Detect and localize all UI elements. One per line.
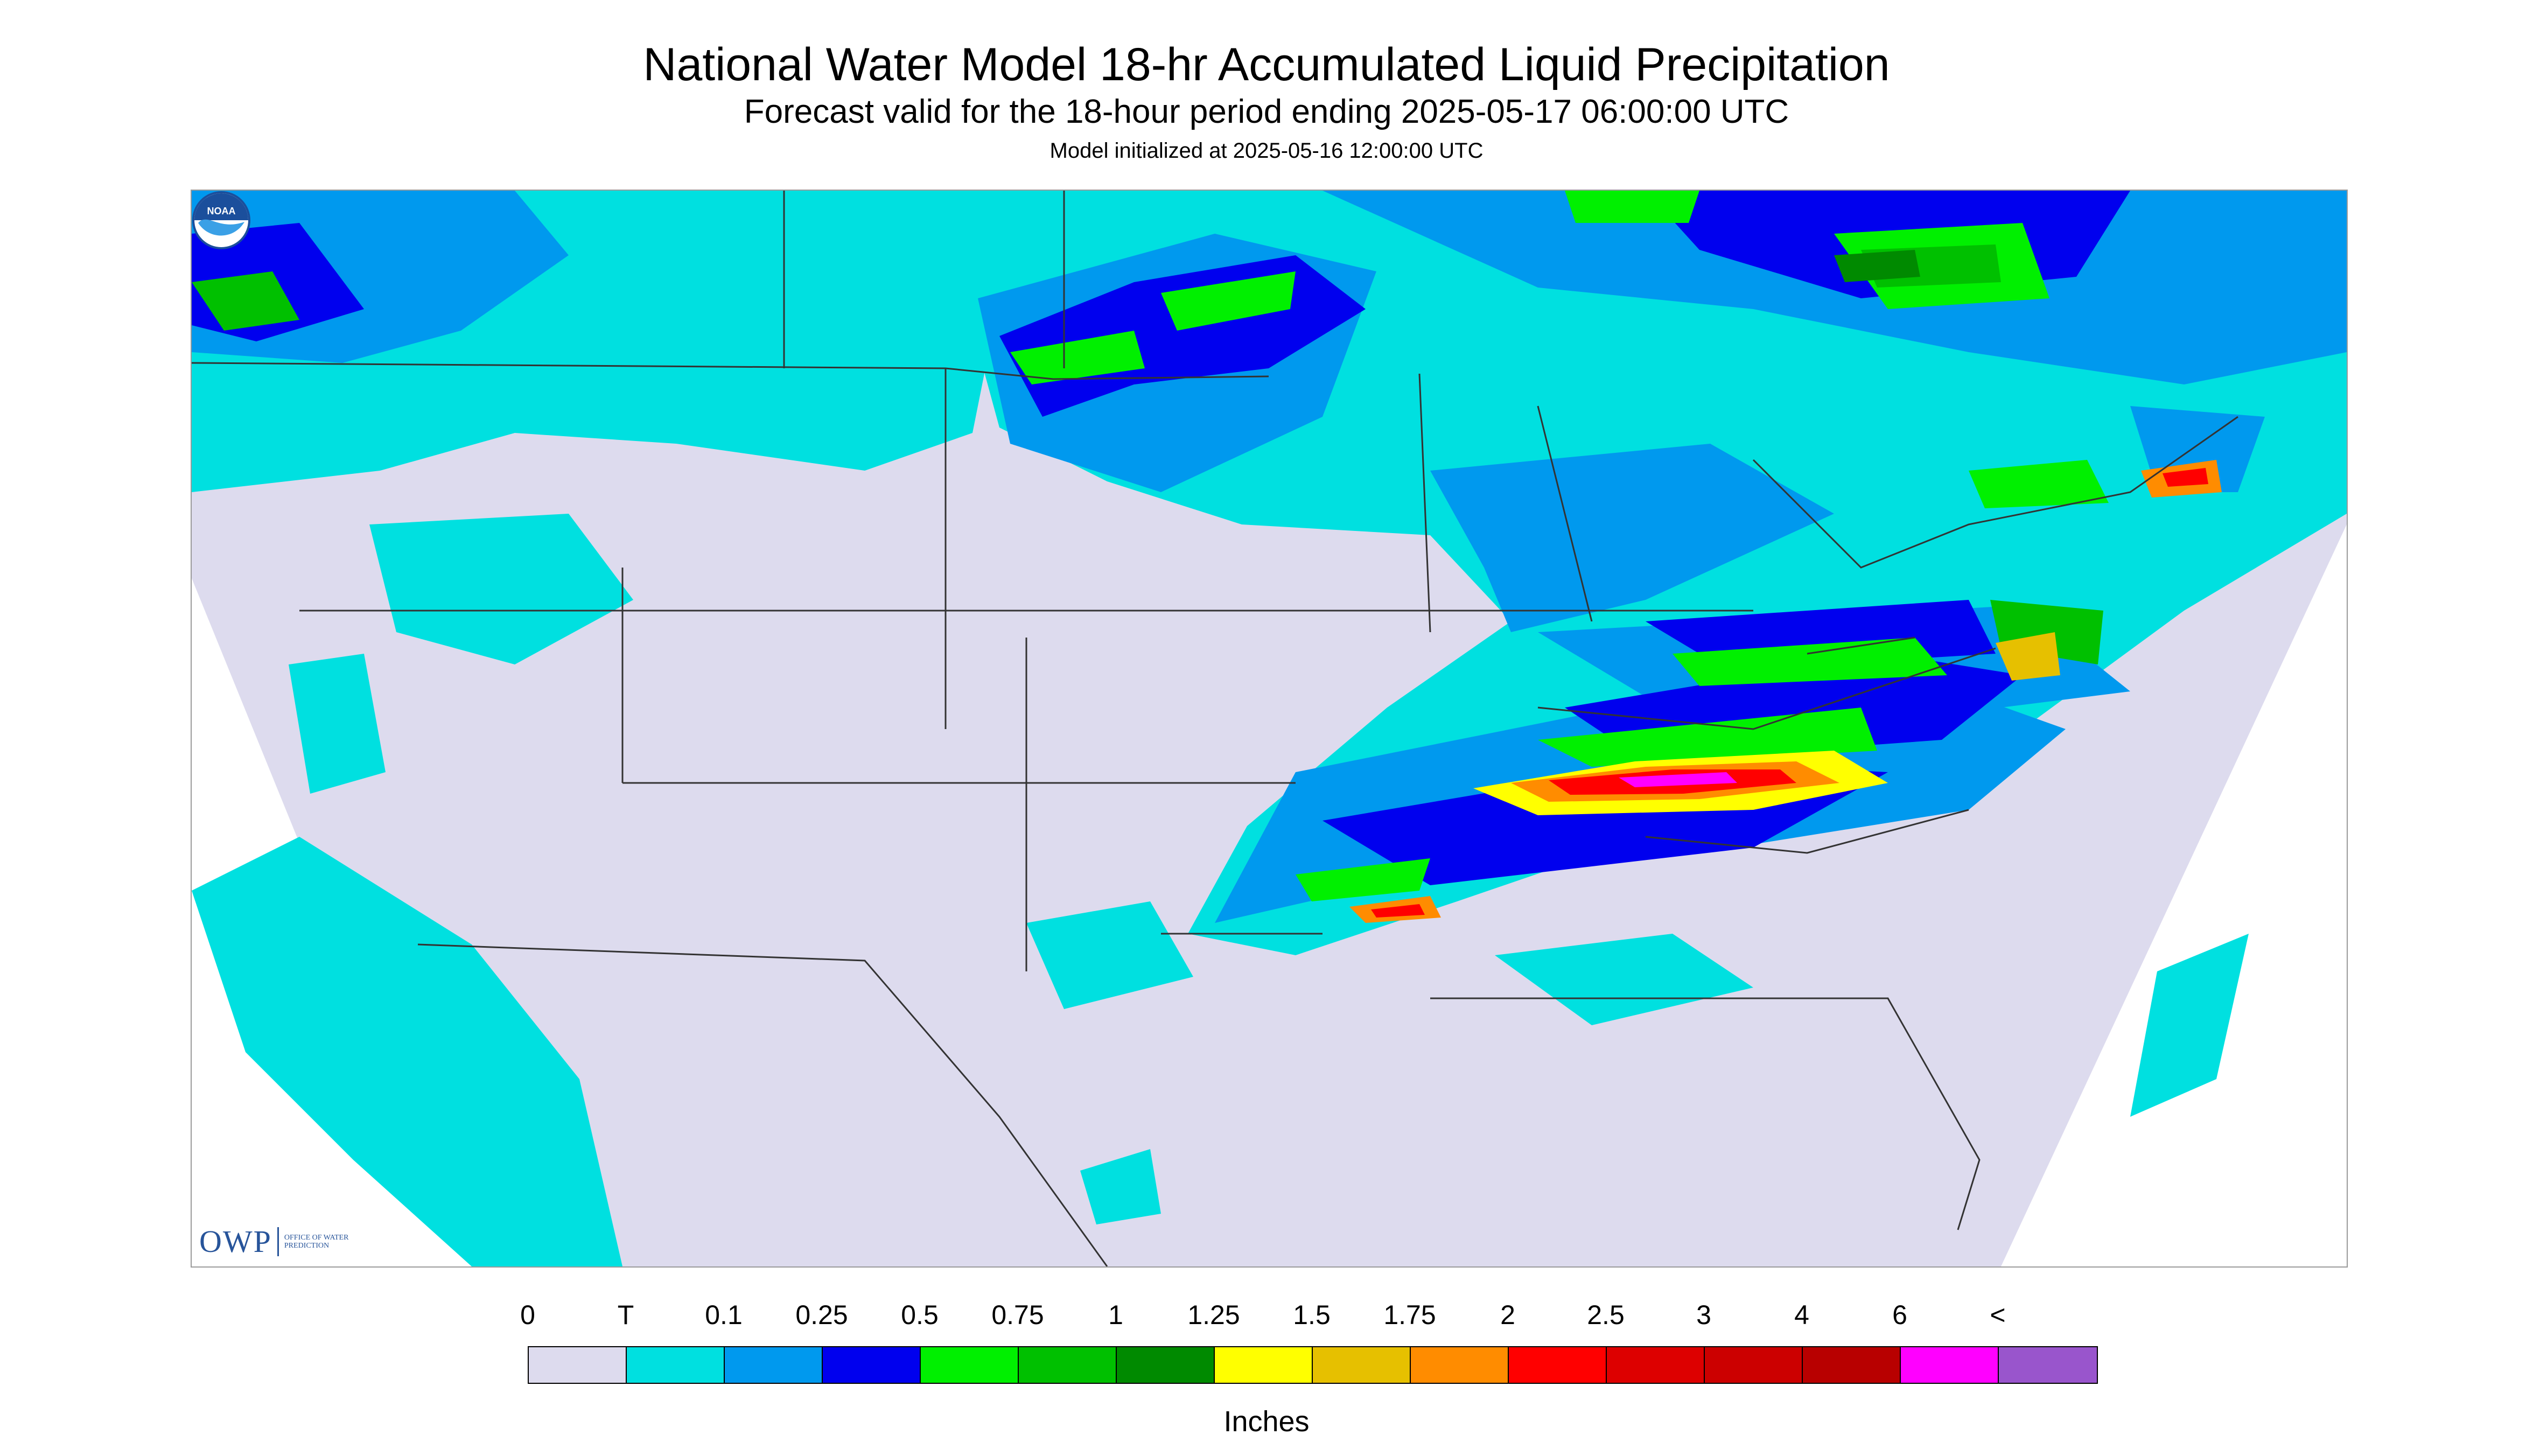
owp-logo-divider — [277, 1227, 279, 1256]
legend-tick-label: 4 — [1794, 1300, 1809, 1330]
legend-tick-label: 1 — [1108, 1300, 1123, 1330]
noaa-logo-text: NOAA — [207, 206, 236, 216]
legend-swatch — [529, 1347, 627, 1383]
boundary-lines — [192, 191, 2238, 1266]
legend-tick-label: 0 — [520, 1300, 535, 1330]
legend-swatch — [725, 1347, 823, 1383]
legend-swatch — [1411, 1347, 1509, 1383]
owp-logo: OWP OFFICE OF WATER PREDICTION — [199, 1226, 365, 1258]
owp-logo-letters: OWP — [199, 1224, 272, 1259]
legend-tick-label: 3 — [1696, 1300, 1711, 1330]
legend-tick-labels: 0 T 0.1 0.25 0.5 0.75 1 1.25 1.5 1.75 2 2.5 3 4 6 < — [0, 1299, 2533, 1331]
legend-tick-label: 0.5 — [901, 1300, 939, 1330]
map-subtitle: Forecast valid for the 18-hour period en… — [744, 93, 1789, 130]
map-canvas — [192, 191, 2347, 1266]
legend-swatch — [1705, 1347, 1803, 1383]
precipitation-map: OWP OFFICE OF WATER PREDICTION NOAA — [191, 190, 2348, 1268]
legend-tick-label: 1.75 — [1383, 1300, 1436, 1330]
legend-swatch — [1019, 1347, 1117, 1383]
legend-swatch — [1607, 1347, 1705, 1383]
legend-swatch — [1215, 1347, 1313, 1383]
legend-colorbar — [528, 1346, 2098, 1384]
legend-tick-label: 0.1 — [705, 1300, 743, 1330]
legend-swatch — [1117, 1347, 1215, 1383]
legend-tick-label: 1.5 — [1293, 1300, 1331, 1330]
legend-tick-label: 1.25 — [1187, 1300, 1240, 1330]
legend-swatch — [1313, 1347, 1411, 1383]
out-of-domain-right — [2001, 524, 2347, 1266]
noaa-logo: NOAA — [192, 191, 250, 249]
legend-swatch — [1901, 1347, 1999, 1383]
legend-swatch — [627, 1347, 725, 1383]
heavy-precip-core — [1349, 250, 2222, 923]
legend-swatch — [921, 1347, 1019, 1383]
owp-logo-text: OFFICE OF WATER PREDICTION — [284, 1234, 349, 1250]
init-time-label: Model initialized at 2025-05-16 12:00:00… — [1049, 139, 1484, 163]
legend-tick-label: 2 — [1500, 1300, 1515, 1330]
legend-swatch — [823, 1347, 921, 1383]
legend-swatch — [1509, 1347, 1607, 1383]
map-title: National Water Model 18-hr Accumulated L… — [643, 39, 1890, 90]
legend-tick-label: < — [1990, 1300, 2006, 1330]
legend-tick-label: 6 — [1892, 1300, 1907, 1330]
legend-swatch — [1999, 1347, 2097, 1383]
legend-units-label: Inches — [1223, 1405, 1310, 1438]
legend-tick-label: 0.75 — [991, 1300, 1044, 1330]
legend-tick-label: T — [617, 1300, 634, 1330]
legend-tick-label: 2.5 — [1587, 1300, 1625, 1330]
legend-tick-label: 0.25 — [795, 1300, 848, 1330]
legend-swatch — [1803, 1347, 1901, 1383]
